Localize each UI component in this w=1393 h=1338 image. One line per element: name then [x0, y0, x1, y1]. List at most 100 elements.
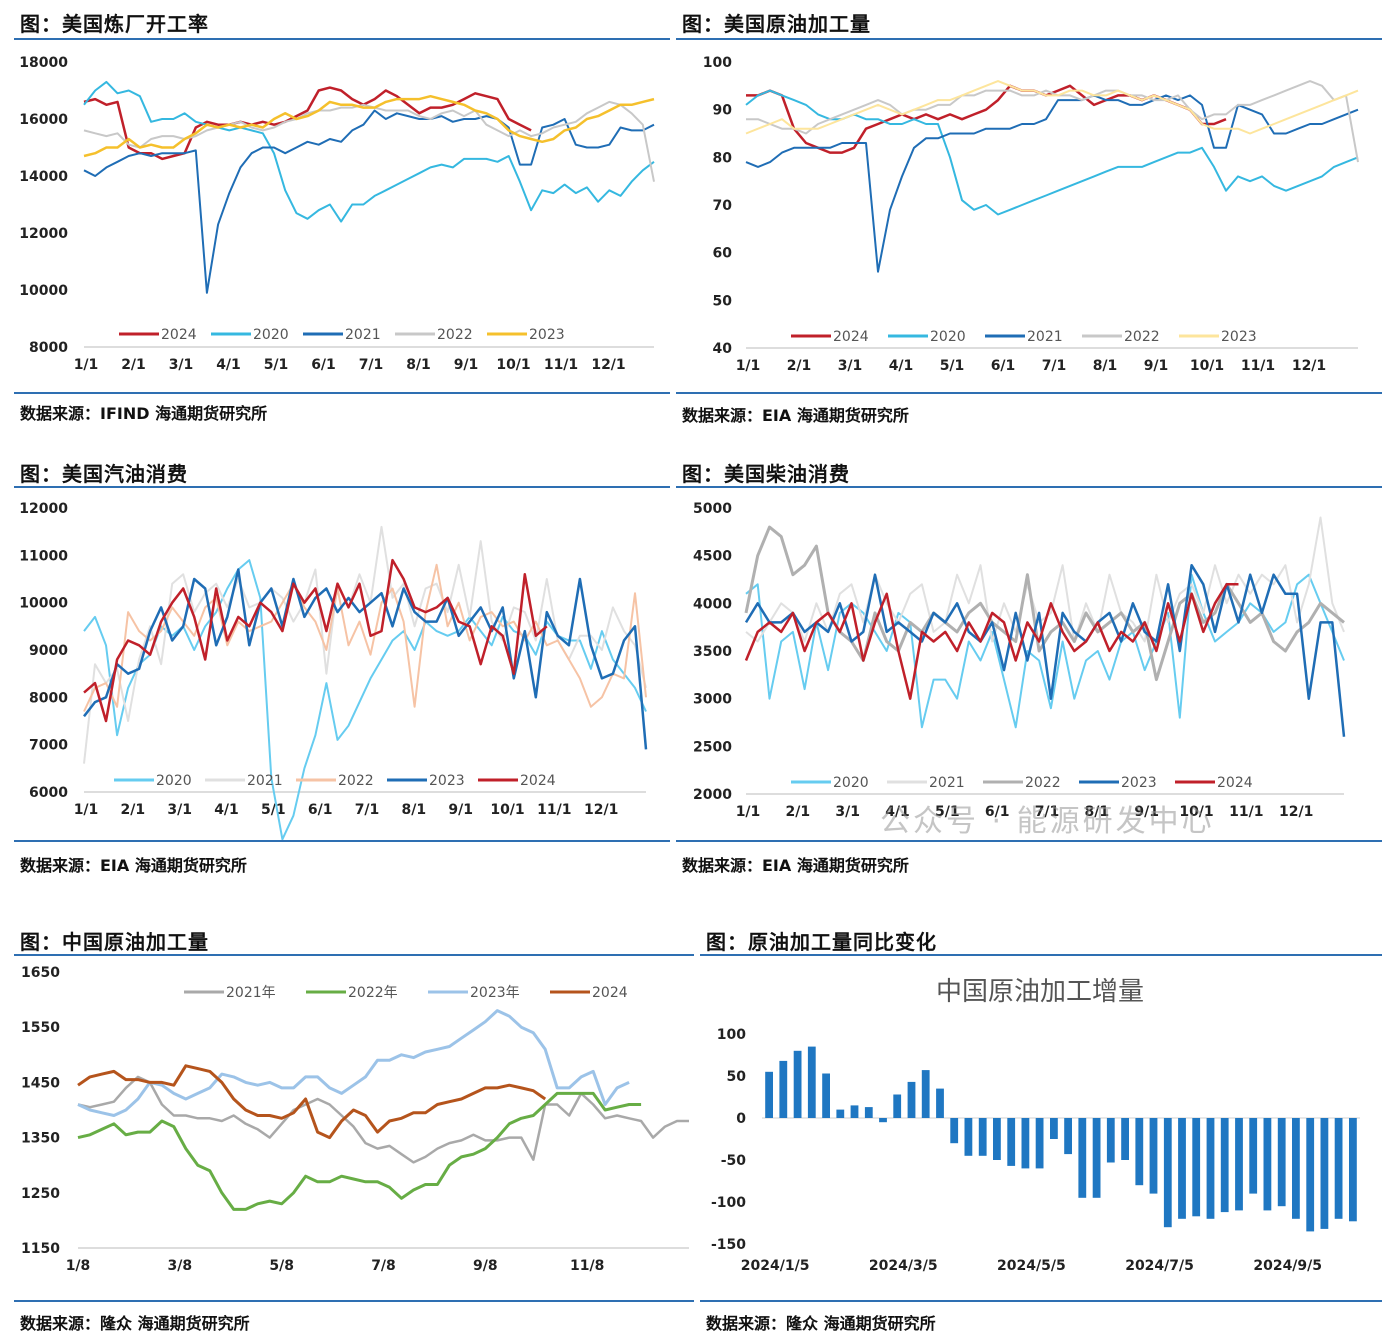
- bar: [793, 1050, 802, 1118]
- data-source: 数据来源：EIA 海通期货研究所: [20, 856, 247, 875]
- legend-label: 2021: [247, 773, 283, 789]
- y-tick-label: -150: [711, 1237, 746, 1253]
- series-line-2022: [744, 525, 1345, 682]
- bar: [964, 1118, 973, 1156]
- y-tick-label: 1350: [21, 1131, 60, 1147]
- bar: [1092, 1118, 1101, 1198]
- title-rule: [14, 486, 670, 488]
- y-tick-label: 14000: [19, 169, 68, 185]
- series-line-2024: [83, 558, 548, 723]
- x-tick-label: 12/1: [1279, 804, 1313, 820]
- x-tick-label: 1/1: [74, 357, 99, 373]
- bar: [907, 1081, 916, 1118]
- legend-label: 2023: [529, 327, 565, 343]
- bar: [1292, 1118, 1300, 1219]
- title-rule: [676, 38, 1382, 40]
- x-tick-label: 2024/7/5: [1125, 1258, 1194, 1274]
- x-tick-label: 6/1: [308, 802, 333, 818]
- legend-label: 2021: [345, 327, 381, 343]
- bar: [1334, 1118, 1343, 1219]
- x-tick-label: 11/1: [537, 802, 571, 818]
- y-tick-label: 90: [713, 103, 733, 119]
- y-tick-label: 50: [713, 293, 733, 309]
- y-tick-label: 2500: [693, 739, 732, 755]
- x-tick-label: 7/1: [355, 802, 380, 818]
- data-source: 数据来源：隆众 海通期货研究所: [20, 1314, 250, 1333]
- legend-label: 2022年: [348, 985, 398, 1001]
- legend-label: 2020: [833, 775, 869, 791]
- x-tick-label: 9/1: [1144, 358, 1169, 374]
- x-tick-label: 6/1: [991, 358, 1016, 374]
- series-line-2021年: [77, 1075, 689, 1164]
- bar: [779, 1060, 788, 1118]
- data-source: 数据来源：IFIND 海通期货研究所: [20, 404, 268, 423]
- x-tick-label: 11/1: [1241, 358, 1275, 374]
- y-tick-label: 16000: [19, 112, 68, 128]
- series-line-2022: [83, 563, 647, 712]
- x-tick-label: 12/1: [591, 357, 625, 373]
- x-tick-label: 12/1: [584, 802, 618, 818]
- bar: [1121, 1118, 1129, 1160]
- panel-china-crude-runs: 图：中国原油加工量 1650 1550 1450 1350 1250 1150 1/8 3/8…: [14, 926, 694, 1336]
- data-source: 数据来源：EIA 海通期货研究所: [682, 406, 909, 425]
- watermark: 公众号 · 能源研发中心: [880, 804, 1215, 839]
- x-tick-label: 7/8: [371, 1258, 396, 1274]
- source-rule: [700, 1300, 1382, 1302]
- x-tick-label: 12/1: [1292, 358, 1326, 374]
- series-line-2023: [83, 94, 655, 158]
- x-tick-label: 2024/9/5: [1253, 1258, 1322, 1274]
- source-rule: [676, 840, 1382, 842]
- x-tick-label: 7/1: [1035, 804, 1060, 820]
- y-tick-label: 0: [736, 1111, 746, 1127]
- legend-label: 2022: [338, 773, 374, 789]
- bar: [1249, 1118, 1258, 1194]
- series-line-2023: [83, 568, 648, 750]
- bar: [1206, 1118, 1215, 1219]
- source-rule: [14, 1300, 694, 1302]
- chart-title: 中国原油加工增量: [936, 977, 1144, 1007]
- y-tick-label: -100: [711, 1195, 746, 1211]
- panel-title: 图：美国炼厂开工率: [20, 12, 209, 36]
- series-line-2020: [83, 559, 647, 841]
- x-tick-label: 4/1: [889, 358, 914, 374]
- x-tick-label: 10/1: [490, 802, 524, 818]
- series-line-2022年: [77, 1091, 642, 1211]
- series-line-2024: [83, 86, 532, 161]
- legend-label: 2024: [833, 329, 869, 345]
- bar: [1078, 1118, 1087, 1198]
- y-tick-label: 12000: [19, 501, 68, 517]
- x-tick-label: 4/1: [885, 804, 910, 820]
- legend-label: 2024: [161, 327, 197, 343]
- bar: [1320, 1118, 1329, 1229]
- y-tick-label: 18000: [19, 55, 68, 71]
- bar: [921, 1070, 930, 1118]
- x-tick-label: 7/1: [1042, 358, 1067, 374]
- panel-us-crude-runs: 图：美国原油加工量 100 90 80 70 60 50 40 1/1 2/1 3/1 4/1 5/1…: [676, 8, 1382, 428]
- bar: [879, 1118, 887, 1123]
- x-tick-label: 11/1: [544, 357, 578, 373]
- x-tick-label: 11/8: [570, 1258, 604, 1274]
- y-tick-label: 10000: [19, 283, 68, 299]
- x-tick-label: 4/1: [216, 357, 241, 373]
- x-tick-label: 11/1: [1229, 804, 1263, 820]
- x-tick-label: 5/1: [261, 802, 286, 818]
- legend-label: 2022: [1124, 329, 1160, 345]
- x-tick-label: 3/1: [169, 357, 194, 373]
- us-gasoline-chart: 12000 11000 10000 9000 8000 7000 6000 1/1 2/1 3/1…: [19, 501, 648, 841]
- x-tick-label: 1/8: [66, 1258, 91, 1274]
- legend-label: 2023: [1221, 329, 1257, 345]
- x-tick-label: 1/1: [736, 358, 761, 374]
- bar: [864, 1107, 873, 1118]
- series-line-2022: [83, 100, 655, 182]
- x-tick-label: 3/8: [168, 1258, 193, 1274]
- bar: [978, 1118, 987, 1156]
- x-tick-label: 1/1: [74, 802, 99, 818]
- bar: [1149, 1118, 1158, 1194]
- y-tick-label: 1250: [21, 1186, 60, 1202]
- panel-title: 图：原油加工量同比变化: [706, 930, 937, 954]
- x-tick-label: 10/1: [1190, 358, 1224, 374]
- legend-label: 2021: [929, 775, 965, 791]
- x-tick-label: 3/1: [167, 802, 192, 818]
- y-tick-label: 5000: [693, 501, 732, 517]
